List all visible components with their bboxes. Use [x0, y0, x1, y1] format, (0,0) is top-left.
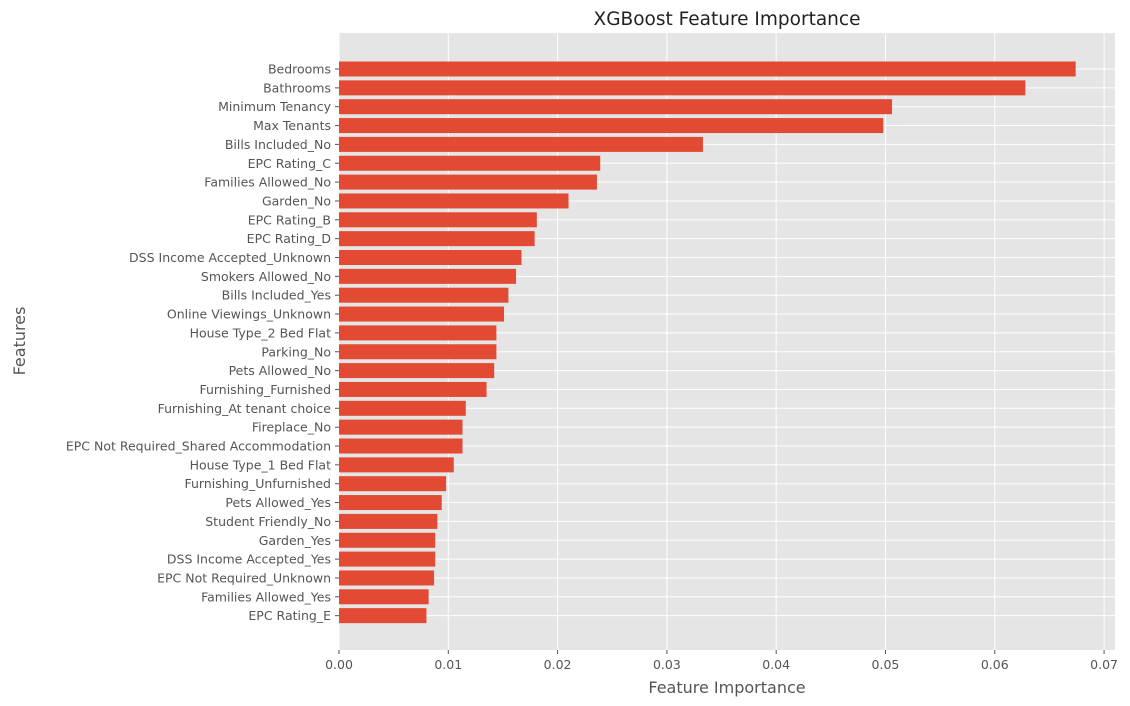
bar [339, 551, 436, 567]
bar [339, 381, 487, 397]
y-tick-label: Smokers Allowed_No [201, 269, 331, 284]
y-tick-label: EPC Not Required_Shared Accommodation [66, 439, 331, 454]
y-axis-label: Features [10, 307, 29, 376]
bar [339, 513, 438, 529]
bar [339, 570, 435, 586]
y-tick-label: Families Allowed_Yes [201, 589, 331, 604]
bar [339, 212, 537, 228]
bar [339, 589, 429, 605]
bar [339, 193, 569, 209]
y-tick-label: DSS Income Accepted_Unknown [129, 250, 331, 265]
y-tick-label: EPC Not Required_Unknown [157, 570, 331, 585]
x-tick-label: 0.00 [325, 657, 353, 672]
x-tick-label: 0.01 [434, 657, 462, 672]
bars [339, 61, 1076, 624]
y-tick-label: Pets Allowed_Yes [225, 495, 331, 510]
bar [339, 99, 893, 115]
y-tick-label: Max Tenants [253, 118, 331, 133]
y-tick-label: EPC Rating_E [248, 608, 331, 623]
bar [339, 118, 884, 134]
bar [339, 250, 522, 265]
y-tick-label: House Type_2 Bed Flat [190, 325, 332, 340]
y-tick-label: Furnishing_Furnished [199, 382, 331, 397]
y-tick-label: Bills Included_No [225, 137, 331, 152]
y-tick-label: Minimum Tenancy [218, 99, 331, 114]
bar [339, 532, 436, 548]
x-tick-labels: 0.00 0.01 0.02 0.03 0.04 0.05 0.06 0.07 [325, 650, 1118, 672]
y-tick-label: EPC Rating_C [248, 156, 332, 171]
x-tick-label: 0.04 [762, 657, 790, 672]
bar [339, 231, 535, 247]
bar [339, 325, 497, 341]
bar [339, 136, 703, 152]
plot-background [339, 33, 1115, 650]
bar [339, 174, 597, 190]
bar [339, 306, 505, 322]
bar [339, 61, 1076, 77]
bar [339, 344, 497, 360]
x-tick-label: 0.06 [981, 657, 1009, 672]
x-axis-label: Feature Importance [648, 678, 805, 697]
y-tick-labels: Bedrooms Bathrooms Minimum Tenancy Max Tena… [66, 62, 339, 623]
bar [339, 80, 1026, 96]
bar [339, 608, 427, 624]
bar [339, 400, 466, 416]
bar [339, 155, 601, 171]
y-tick-label: Parking_No [261, 344, 331, 359]
bar [339, 495, 442, 511]
y-tick-label: EPC Rating_B [248, 212, 331, 227]
bar [339, 419, 463, 435]
x-tick-label: 0.03 [653, 657, 681, 672]
y-tick-label: Bedrooms [268, 62, 331, 77]
y-tick-label: EPC Rating_D [247, 231, 331, 246]
chart-title: XGBoost Feature Importance [594, 9, 861, 30]
x-tick-label: 0.07 [1090, 657, 1118, 672]
y-tick-label: Bathrooms [263, 80, 331, 95]
bar [339, 287, 509, 303]
y-tick-label: House Type_1 Bed Flat [190, 457, 332, 472]
y-tick-label: Fireplace_No [252, 420, 331, 435]
y-tick-label: Furnishing_Unfurnished [184, 476, 331, 491]
bar [339, 476, 447, 492]
y-tick-label: DSS Income Accepted_Yes [167, 552, 331, 567]
y-tick-label: Garden_Yes [259, 533, 331, 548]
y-tick-label: Pets Allowed_No [229, 363, 331, 378]
x-tick-label: 0.02 [544, 657, 572, 672]
x-tick-label: 0.05 [872, 657, 900, 672]
y-tick-label: Garden_No [262, 193, 331, 208]
y-tick-label: Bills Included_Yes [222, 288, 331, 303]
y-tick-label: Student Friendly_No [205, 514, 331, 529]
bar [339, 268, 517, 284]
y-tick-label: Online Viewings_Unknown [167, 307, 331, 322]
y-tick-label: Furnishing_At tenant choice [158, 401, 332, 416]
bar [339, 363, 495, 379]
y-tick-label: Families Allowed_No [204, 175, 331, 190]
bar [339, 438, 463, 454]
bar [339, 457, 454, 473]
